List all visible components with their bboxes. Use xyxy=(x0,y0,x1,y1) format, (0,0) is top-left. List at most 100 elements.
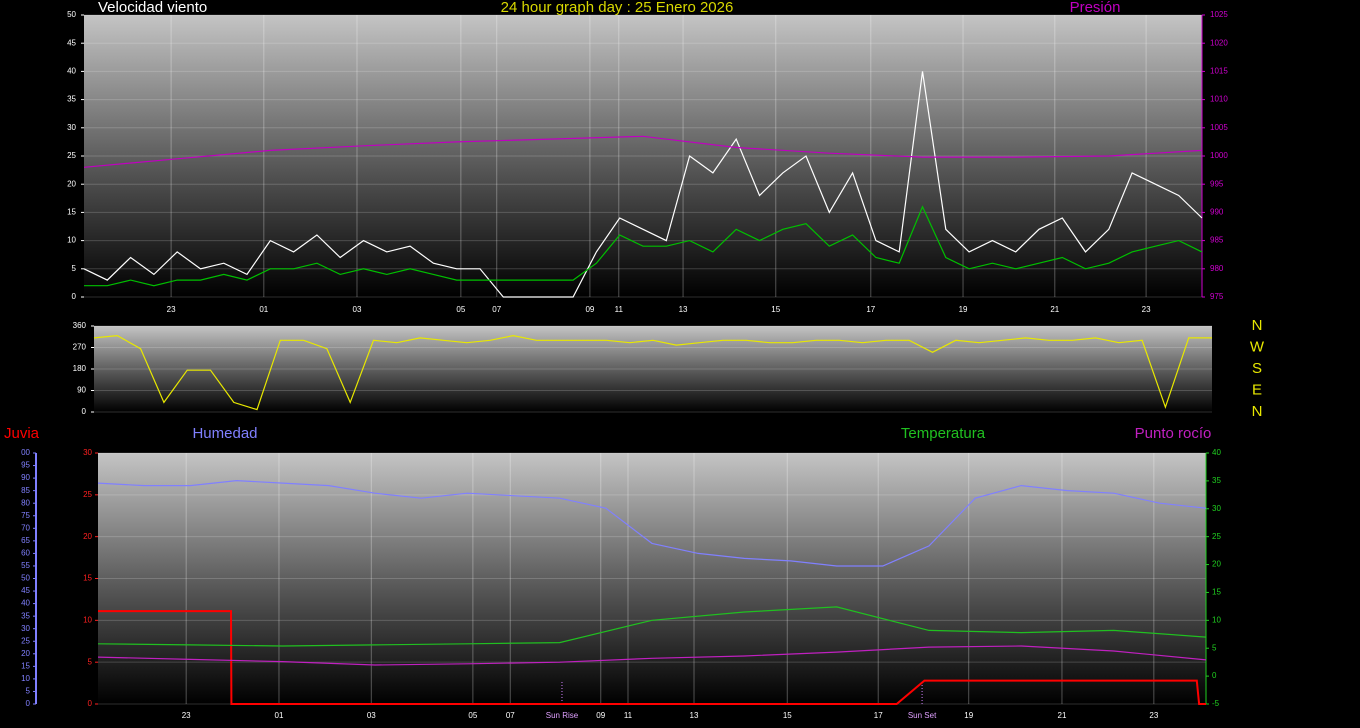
y-tick-label: 20 xyxy=(67,179,76,188)
x-tick-label: 05 xyxy=(468,711,477,720)
y-tick-label: 180 xyxy=(73,364,87,373)
series-line xyxy=(84,205,1203,287)
x-tick-label: 15 xyxy=(783,711,792,720)
x-tick-label: 05 xyxy=(456,305,465,314)
x-tick-label: 09 xyxy=(585,305,594,314)
legend-label: Punto rocío xyxy=(1135,425,1212,442)
x-tick-label: 19 xyxy=(959,305,968,314)
legend-label: Juvia xyxy=(4,425,40,442)
x-tick-label: 13 xyxy=(679,305,688,314)
legend-label: Humedad xyxy=(192,425,257,442)
plot-area xyxy=(84,15,1202,297)
y-tick-label: 5 xyxy=(72,264,77,273)
y-tick-label: 35 xyxy=(67,95,76,104)
x-tick-label: 21 xyxy=(1058,711,1067,720)
legend-label: Temperatura xyxy=(901,425,986,442)
x-tick-label: 19 xyxy=(964,711,973,720)
y-tick-label: 20 xyxy=(83,532,92,541)
series-line xyxy=(83,71,1203,298)
y3-tick-label: 60 xyxy=(21,549,30,558)
y3-tick-label: 80 xyxy=(21,498,30,507)
y-tick-label: 0 xyxy=(88,699,93,708)
x-tick-label: Sun Rise xyxy=(546,711,579,720)
x-tick-label: 03 xyxy=(367,711,376,720)
y2-tick-label: 990 xyxy=(1210,208,1224,217)
y3-tick-label: 30 xyxy=(21,624,30,633)
y2-tick-label: 1000 xyxy=(1210,151,1228,160)
x-tick-label: 17 xyxy=(874,711,883,720)
series-line xyxy=(97,479,1207,567)
y2-tick-label: 985 xyxy=(1210,236,1224,245)
y2-tick-label: 975 xyxy=(1210,292,1224,301)
x-tick-label: Sun Set xyxy=(908,711,937,720)
x-tick-label: 23 xyxy=(1149,711,1158,720)
y2-tick-label: 1010 xyxy=(1210,95,1228,104)
y3-tick-label: 00 xyxy=(21,448,30,457)
y3-tick-label: 5 xyxy=(26,687,31,696)
x-tick-label: 23 xyxy=(182,711,191,720)
y3-tick-label: 0 xyxy=(26,699,31,708)
x-tick-label: 17 xyxy=(866,305,875,314)
x-tick-label: 23 xyxy=(167,305,176,314)
series-line xyxy=(98,610,1206,705)
legend-label: Presión xyxy=(1070,0,1121,16)
y2-tick-label: 40 xyxy=(1212,448,1221,457)
y2-tick-label: 995 xyxy=(1210,179,1224,188)
y2-tick-label: 15 xyxy=(1212,588,1221,597)
y2-tick-label: 20 xyxy=(1212,560,1221,569)
chart-title: 24 hour graph day : 25 Enero 2026 xyxy=(501,0,734,16)
y-tick-label: 25 xyxy=(83,490,92,499)
x-tick-label: 07 xyxy=(506,711,515,720)
x-tick-label: 03 xyxy=(353,305,362,314)
x-tick-label: 15 xyxy=(771,305,780,314)
y3-tick-label: 85 xyxy=(21,486,30,495)
y3-tick-label: 65 xyxy=(21,536,30,545)
y2-tick-label: 1015 xyxy=(1210,67,1228,76)
x-tick-label: 07 xyxy=(492,305,501,314)
y-tick-label: 270 xyxy=(73,343,87,352)
y-tick-label: 90 xyxy=(77,386,86,395)
y2-tick-label: 25 xyxy=(1212,532,1221,541)
y-tick-label: 0 xyxy=(72,292,77,301)
y3-tick-label: 25 xyxy=(21,636,30,645)
x-tick-label: 13 xyxy=(690,711,699,720)
compass-label: W xyxy=(1250,338,1265,355)
x-tick-label: 01 xyxy=(259,305,268,314)
compass-label: N xyxy=(1252,317,1263,334)
y-tick-label: 5 xyxy=(88,657,93,666)
y3-tick-label: 20 xyxy=(21,649,30,658)
x-tick-label: 01 xyxy=(275,711,284,720)
y2-tick-label: 1005 xyxy=(1210,123,1228,132)
compass-label: S xyxy=(1252,360,1262,377)
y3-tick-label: 10 xyxy=(21,674,30,683)
y3-tick-label: 40 xyxy=(21,599,30,608)
y-tick-label: 45 xyxy=(67,38,76,47)
y3-tick-label: 50 xyxy=(21,574,30,583)
x-tick-label: 11 xyxy=(615,305,624,314)
y3-tick-label: 55 xyxy=(21,561,30,570)
y2-tick-label: -5 xyxy=(1212,699,1220,708)
series-line xyxy=(97,645,1207,666)
y3-tick-label: 95 xyxy=(21,461,30,470)
x-tick-label: 09 xyxy=(596,711,605,720)
y2-tick-label: 5 xyxy=(1212,643,1217,652)
x-tick-label: 23 xyxy=(1142,305,1151,314)
compass-label: E xyxy=(1252,381,1262,398)
compass-label: N xyxy=(1252,403,1263,420)
y2-tick-label: 980 xyxy=(1210,264,1224,273)
x-tick-label: 21 xyxy=(1050,305,1059,314)
y3-tick-label: 35 xyxy=(21,611,30,620)
y-tick-label: 25 xyxy=(67,151,76,160)
y-tick-label: 0 xyxy=(82,407,87,416)
y-tick-label: 360 xyxy=(73,321,87,330)
y2-tick-label: 10 xyxy=(1212,615,1221,624)
y3-tick-label: 45 xyxy=(21,586,30,595)
y-tick-label: 15 xyxy=(67,208,76,217)
y2-tick-label: 1025 xyxy=(1210,10,1228,19)
y-tick-label: 10 xyxy=(83,615,92,624)
y2-tick-label: 30 xyxy=(1212,504,1221,513)
y-tick-label: 30 xyxy=(83,448,92,457)
series-line xyxy=(93,334,1212,411)
y3-tick-label: 90 xyxy=(21,473,30,482)
